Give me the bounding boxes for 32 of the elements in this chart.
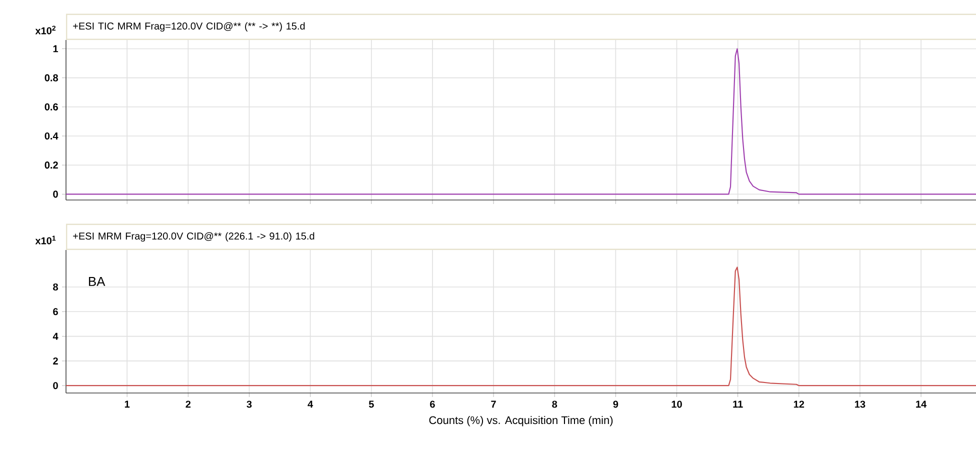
x-tick-label: 12 (794, 400, 804, 408)
y-tick-label: 0.6 (44, 103, 58, 110)
y-tick-label: 0 (53, 382, 58, 390)
y-axis-title: x10$^{2}$ (35, 26, 56, 34)
y-tick-label: 0.8 (44, 74, 58, 82)
x-tick-label: 5 (368, 400, 374, 408)
x-tick-label: 7 (491, 400, 496, 408)
y-tick-label: 1 (53, 45, 58, 52)
y-tick-label: 4 (52, 332, 58, 340)
chart-title: +ESI MRM Frag=120.0V CID@** (226.1 -> 91.0) 15.d (73, 232, 314, 242)
x-tick-label: 2 (186, 400, 191, 408)
x-tick-label: 9 (613, 400, 618, 408)
x-tick-label: 8 (552, 400, 558, 408)
x-tick-label: 14 (916, 400, 927, 408)
y-tick-label: 0.2 (44, 162, 58, 169)
y-tick-label: 6 (53, 308, 58, 316)
x-tick-label: 11 (733, 400, 743, 408)
x-tick-label: 6 (430, 400, 435, 408)
y-tick-label: 0.4 (44, 132, 58, 140)
y-tick-label: 0 (53, 190, 58, 198)
line-series (65, 266, 976, 386)
x-tick-label: 4 (308, 400, 314, 408)
x-tick-label: 3 (246, 400, 252, 408)
x-tick-label: 10 (672, 400, 682, 408)
x-tick-label: 13 (855, 400, 866, 408)
chart-title: +ESI TIC MRM Frag=120.0V CID@** (** -> **) 15.d (73, 22, 305, 32)
annotation: BA (88, 276, 106, 286)
y-axis-title: x10$^{1}$ (35, 236, 56, 244)
y-tick-label: 8 (53, 283, 58, 291)
x-tick-label: 1 (124, 400, 130, 408)
x-axis-title: Counts (%) vs. Acquisition Time (min) (429, 416, 613, 426)
y-tick-label: 2 (53, 357, 58, 364)
